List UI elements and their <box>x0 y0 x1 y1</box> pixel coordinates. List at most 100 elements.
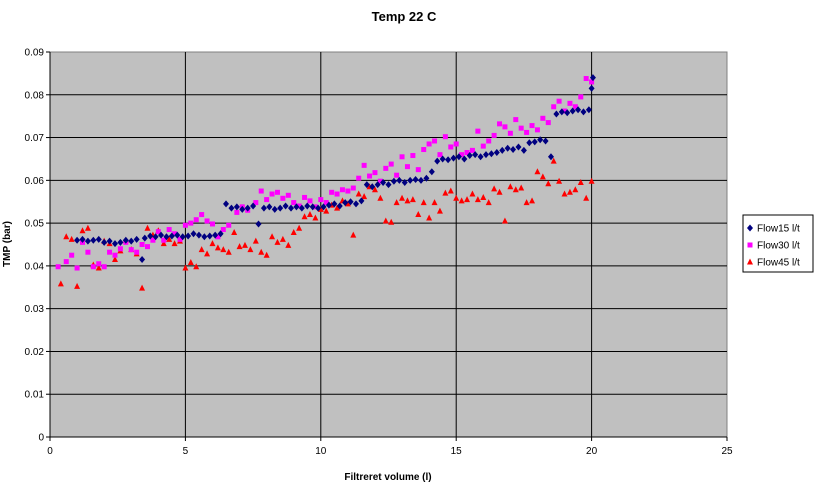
data-point <box>426 141 432 147</box>
data-point <box>226 222 232 228</box>
data-point <box>258 188 264 194</box>
data-point <box>290 229 297 236</box>
data-point <box>369 183 376 191</box>
data-point <box>572 186 579 193</box>
x-axis-ticks: 0 5 10 15 20 25 <box>47 437 733 457</box>
data-point <box>477 153 484 161</box>
data-point <box>507 130 513 136</box>
data-point <box>112 252 118 258</box>
x-tick-label: 10 <box>315 446 327 457</box>
data-point <box>488 150 495 158</box>
data-point <box>407 176 414 184</box>
data-point <box>472 151 479 159</box>
data-point <box>415 211 422 218</box>
x-tick-label: 5 <box>183 446 189 457</box>
data-point <box>583 76 589 82</box>
data-point <box>358 197 365 205</box>
data-point <box>69 252 75 258</box>
data-point <box>464 196 471 203</box>
y-axis-label: TMP (bar) <box>2 221 13 267</box>
data-point <box>233 203 240 211</box>
data-point <box>122 236 129 244</box>
data-point <box>228 204 235 212</box>
data-point <box>172 231 178 237</box>
y-axis-ticks: 0 0.01 0.02 0.03 0.04 0.05 0.06 0.07 0.08 0.09 <box>25 48 50 444</box>
data-point <box>474 196 481 203</box>
series-diamond <box>74 74 596 263</box>
data-point <box>356 175 362 181</box>
data-point <box>355 190 362 197</box>
data-point <box>111 255 118 262</box>
data-point <box>298 204 305 212</box>
data-point <box>263 251 270 258</box>
data-point <box>363 181 370 189</box>
data-point <box>531 138 538 146</box>
data-point <box>285 192 291 198</box>
data-point <box>589 74 596 82</box>
data-point <box>410 153 416 159</box>
data-point <box>542 137 549 145</box>
data-point <box>134 249 140 255</box>
data-point <box>545 180 552 187</box>
y-tick-label: 0 <box>38 433 44 444</box>
data-point <box>74 265 80 271</box>
y-tick-label: 0.06 <box>25 176 45 187</box>
data-point <box>234 209 240 215</box>
data-point <box>296 203 302 209</box>
data-point <box>161 237 167 243</box>
x-tick-label: 0 <box>47 446 53 457</box>
data-point <box>515 143 522 151</box>
data-point <box>301 213 308 220</box>
data-point <box>562 108 568 114</box>
data-point <box>588 84 595 92</box>
data-point <box>401 178 408 186</box>
data-point <box>567 100 573 106</box>
data-point <box>155 229 161 235</box>
data-point <box>152 233 159 241</box>
y-tick-label: 0.09 <box>25 48 45 59</box>
data-point <box>199 212 205 218</box>
data-point <box>385 181 392 189</box>
data-point <box>520 146 527 154</box>
data-point <box>453 194 460 201</box>
data-point <box>247 246 254 253</box>
data-point <box>139 255 146 263</box>
data-point <box>204 250 211 257</box>
data-point <box>350 185 356 191</box>
data-point <box>388 218 395 225</box>
data-point <box>426 214 433 221</box>
data-point <box>291 200 297 206</box>
data-point <box>185 232 192 240</box>
data-point <box>547 153 554 161</box>
data-point <box>236 243 243 250</box>
data-point <box>179 233 186 241</box>
data-point <box>428 168 435 176</box>
data-point <box>95 264 102 271</box>
data-point <box>493 149 500 157</box>
data-point <box>361 193 368 200</box>
data-point <box>239 205 246 213</box>
data-point <box>578 94 584 100</box>
data-point <box>486 138 492 144</box>
data-point <box>434 157 441 165</box>
data-point <box>250 202 257 210</box>
data-point <box>345 188 351 194</box>
data-point <box>101 238 108 246</box>
data-point <box>361 162 367 168</box>
data-point <box>437 152 443 158</box>
legend-label: Flow30 l/t <box>757 241 800 252</box>
data-point <box>84 237 91 245</box>
data-point <box>432 138 438 144</box>
data-point <box>415 167 421 173</box>
data-point <box>128 237 135 245</box>
data-point <box>496 188 503 195</box>
data-point <box>497 121 503 127</box>
data-point <box>318 197 324 203</box>
data-point <box>220 227 226 233</box>
legend-marker-diamond <box>747 224 753 232</box>
data-point <box>68 235 75 242</box>
data-point <box>439 155 446 163</box>
data-point <box>550 157 557 164</box>
data-point <box>334 204 341 211</box>
data-point <box>453 141 459 147</box>
